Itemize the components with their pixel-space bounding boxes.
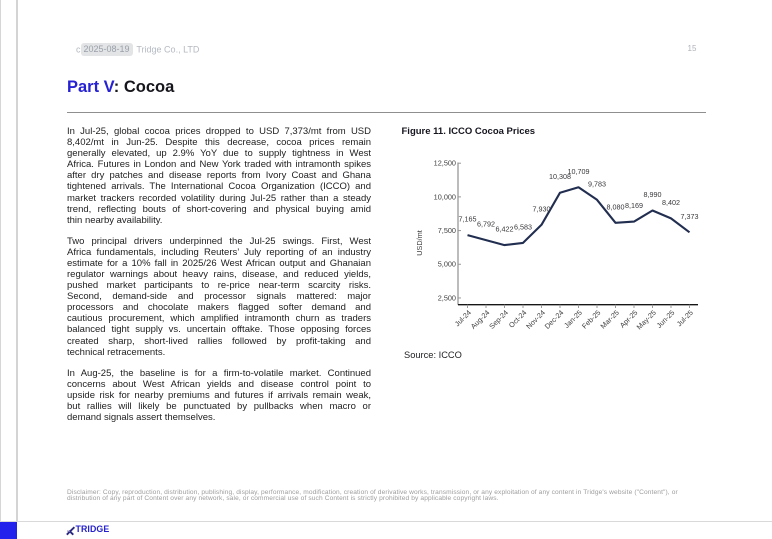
svg-text:USD/mt: USD/mt [415, 230, 424, 256]
svg-text:2,500: 2,500 [438, 293, 456, 302]
svg-text:Dec-24: Dec-24 [543, 308, 566, 331]
svg-text:Jul-25: Jul-25 [675, 308, 695, 328]
svg-text:7,930: 7,930 [533, 204, 551, 213]
svg-text:Mar-25: Mar-25 [598, 308, 620, 330]
svg-text:8,402: 8,402 [662, 198, 680, 207]
svg-text:Nov-24: Nov-24 [524, 308, 547, 331]
svg-text:6,422: 6,422 [496, 225, 514, 234]
svg-text:7,500: 7,500 [438, 226, 456, 235]
svg-text:Jun-25: Jun-25 [655, 308, 677, 330]
svg-text:9,783: 9,783 [588, 179, 606, 188]
svg-text:10,709: 10,709 [568, 167, 590, 176]
svg-text:10,308: 10,308 [549, 172, 571, 181]
svg-text:7,165: 7,165 [459, 215, 477, 224]
svg-text:8,990: 8,990 [644, 190, 662, 199]
svg-text:May-25: May-25 [635, 308, 658, 331]
svg-text:8,169: 8,169 [625, 201, 643, 210]
svg-text:10,000: 10,000 [434, 192, 456, 201]
svg-text:6,792: 6,792 [477, 220, 495, 229]
svg-text:Sep-24: Sep-24 [487, 308, 510, 331]
svg-text:6,583: 6,583 [514, 222, 532, 231]
svg-text:5,000: 5,000 [438, 260, 456, 269]
svg-text:Feb-25: Feb-25 [580, 308, 602, 330]
svg-text:7,373: 7,373 [681, 212, 699, 221]
svg-text:12,500: 12,500 [434, 159, 456, 168]
svg-text:Aug-24: Aug-24 [469, 308, 492, 331]
svg-text:Jan-25: Jan-25 [562, 308, 584, 330]
svg-text:8,080: 8,080 [607, 202, 625, 211]
